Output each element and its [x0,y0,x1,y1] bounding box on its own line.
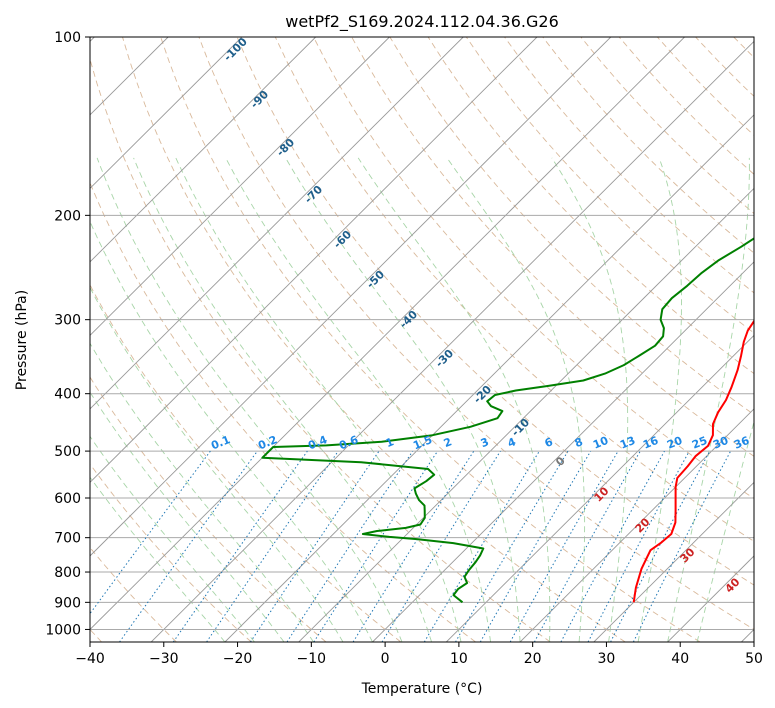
mixing-ratio-label: 8 [573,435,585,450]
isotherm-line [90,37,390,337]
x-tick-label: 20 [524,651,542,667]
dry-adiabat-line [274,37,754,542]
mixing-ratio-line [206,450,339,642]
mixing-ratio-label: 25 [690,434,709,452]
moist-adiabat-line [285,157,521,642]
profile-lines [261,237,754,604]
mixing-ratio-label: 10 [591,434,610,452]
moist-adiabat-line [90,286,344,642]
x-tick-label: −20 [223,651,253,667]
moist-adiabat-line [551,157,629,642]
y-tick-label: 800 [54,565,81,581]
dry-adiabat-line [236,37,754,586]
mixing-ratio-line [286,450,414,642]
isotherm-line [90,37,317,263]
mixing-ratio-line [509,450,619,642]
isotherm-line [519,408,754,642]
isotherm-line [298,187,754,642]
mixing-ratio-line [90,450,211,615]
isotherm-line [372,261,754,642]
dry-adiabat-line [504,37,754,294]
dry-adiabat-line [90,376,327,642]
x-tick-label: 10 [450,651,468,667]
isotherm-line [593,481,754,642]
y-axis: 100 200 300 400 500 600 700 800 900 1000 [45,30,90,638]
mixing-ratio-line [587,450,690,642]
x-tick-label: 30 [598,651,616,667]
mixing-ratio-label: 1 [384,435,396,450]
dry-adiabat-line [160,37,701,642]
plot-frame [89,36,755,643]
mixing-ratio-label: 2 [442,435,454,450]
y-tick-label: 100 [54,30,81,46]
y-tick-label: 900 [54,595,81,611]
reference-lines [90,37,754,642]
y-tick-label: 700 [54,531,81,547]
moist-adiabat-line [90,342,314,642]
mixing-ratio-line [423,450,540,642]
dry-adiabat-line [90,463,252,642]
isotherm-line [224,114,754,642]
mixing-ratio-line [632,450,732,642]
x-axis-label: Temperature (°C) [361,681,483,697]
y-tick-label: 1000 [45,622,81,638]
x-tick-label: −30 [149,651,179,667]
y-tick-label: 300 [54,313,81,329]
dry-adiabat-line [90,57,551,642]
mixing-ratio-label: 13 [618,434,637,452]
dry-adiabat-line [122,37,626,642]
x-tick-label: 0 [381,651,390,667]
y-tick-label: 500 [54,444,81,460]
x-tick-label: −10 [297,651,327,667]
isotherm-line [90,37,538,484]
mixing-ratio-label: 30 [711,434,730,452]
profile-series-2 [261,237,754,604]
y-axis-label: Pressure (hPa) [14,290,30,390]
mixing-ratio-line [352,450,475,642]
mixing-ratio-line [533,450,641,642]
mixing-ratio-line [560,450,665,642]
x-tick-label: −40 [75,651,105,667]
moist-adiabat-line [357,157,551,642]
dry-adiabat-line [465,37,754,334]
isotherm-line [90,37,612,557]
moist-adiabat-line [90,391,285,642]
mixing-ratio-label: 36 [732,434,751,452]
x-axis: −40 −30 −20 −10 0 10 20 30 40 50 [75,642,763,667]
x-tick-label: 40 [671,651,689,667]
mixing-ratio-line [381,450,501,642]
mixing-ratio-label: 3 [479,435,491,450]
dry-adiabat-line [198,37,754,630]
mixing-ratio-line [119,450,258,642]
mixing-ratio-label: 16 [641,434,660,452]
x-tick-label: 50 [745,651,763,667]
mixing-ratio-line [249,450,380,642]
isotherm-line [90,37,243,190]
mixing-ratio-label: 20 [665,434,684,452]
y-tick-label: 600 [54,491,81,507]
y-tick-label: 400 [54,387,81,403]
mixing-ratio-line [313,450,439,642]
isotherm-line [90,37,464,410]
isotherm-line [90,37,685,631]
chart-title: wetPf2_S169.2024.112.04.36.G26 [285,12,559,32]
mixing-ratio-line [172,450,308,642]
isotherm-line [150,40,754,642]
moist-adiabat-line [446,157,586,642]
profile-series-1 [632,319,754,603]
y-tick-label: 200 [54,208,81,224]
isotherm-line [445,334,754,642]
